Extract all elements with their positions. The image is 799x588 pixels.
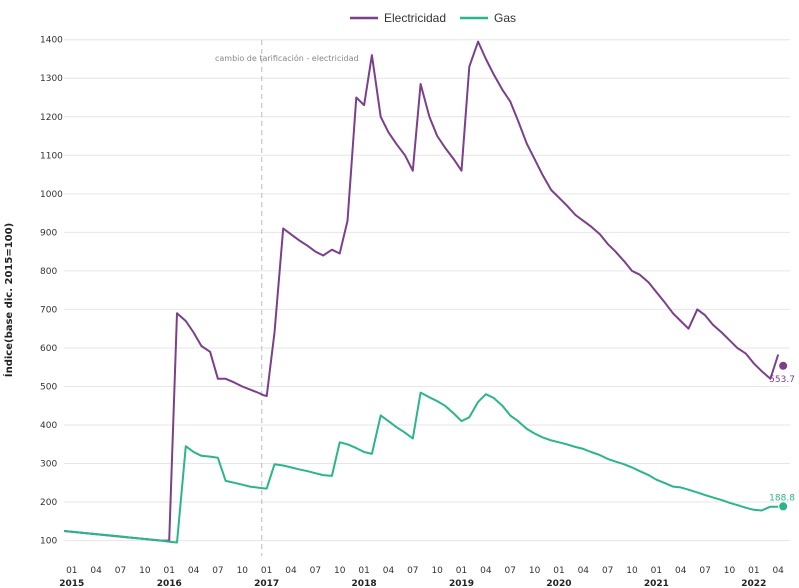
x-tick-label: 04: [480, 566, 492, 576]
x-tick-label: 01: [66, 566, 77, 576]
y-tick-label: 1000: [40, 190, 63, 200]
x-axis-ticks: 01 04 07 10 01 04 07 10 01 04 07 10 01 04 07 10 01 04 07 10…: [59, 566, 784, 588]
y-tick-label: 300: [40, 460, 57, 470]
y-axis-ticks: 100 200 300 400 500 600 700 800 900 1000 1100 1200 1…: [40, 36, 63, 547]
x-tick-label: 04: [675, 566, 687, 576]
x-tick-label: 01: [651, 566, 662, 576]
year-label: 2022: [741, 579, 766, 588]
legend-label-electricidad: Electricidad: [384, 11, 446, 25]
end-label-electricidad: 553.7: [769, 375, 795, 385]
y-tick-label: 1400: [40, 36, 63, 46]
y-tick-label: 200: [40, 498, 57, 508]
x-tick-label: 10: [431, 566, 443, 576]
x-tick-label: 07: [115, 566, 126, 576]
x-tick-label: 10: [724, 566, 736, 576]
end-point-gas: [779, 502, 788, 511]
series-line-electricidad: [63, 40, 780, 542]
year-label: 2021: [644, 579, 669, 588]
y-tick-label: 100: [40, 537, 57, 547]
end-label-gas: 188.8: [769, 493, 795, 503]
x-tick-label: 04: [383, 566, 395, 576]
x-tick-label: 01: [164, 566, 175, 576]
year-label: 2019: [449, 579, 474, 588]
series-lines: 553.7 188.8: [63, 40, 795, 544]
x-tick-label: 10: [626, 566, 638, 576]
x-tick-label: 10: [529, 566, 541, 576]
y-axis-label: Índice(base dic. 2015=100): [2, 223, 15, 377]
series-line-gas: [63, 391, 779, 544]
y-tick-label: 900: [40, 228, 57, 238]
y-tick-label: 700: [40, 305, 57, 315]
x-tick-label: 07: [407, 566, 418, 576]
x-tick-label: 04: [578, 566, 590, 576]
y-tick-label: 500: [40, 382, 57, 392]
y-tick-label: 400: [40, 421, 57, 431]
legend: Electricidad Gas: [350, 11, 516, 25]
y-tick-label: 600: [40, 344, 57, 354]
year-label: 2016: [157, 579, 182, 588]
x-tick-label: 07: [602, 566, 613, 576]
x-tick-label: 01: [553, 566, 564, 576]
x-tick-label: 04: [188, 566, 200, 576]
x-tick-label: 01: [358, 566, 369, 576]
tariff-change-label: cambio de tarificación - electricidad: [215, 53, 359, 63]
x-tick-label: 10: [139, 566, 151, 576]
year-label: 2017: [254, 579, 279, 588]
x-tick-label: 01: [456, 566, 467, 576]
y-tick-label: 800: [40, 267, 57, 277]
grid: [64, 39, 790, 542]
x-tick-label: 10: [334, 566, 346, 576]
y-tick-label: 1300: [40, 74, 63, 84]
end-point-electricidad: [779, 361, 788, 370]
x-tick-label: 01: [748, 566, 759, 576]
y-tick-label: 1200: [40, 113, 63, 123]
x-tick-label: 07: [310, 566, 321, 576]
x-tick-label: 04: [772, 566, 784, 576]
year-label: 2020: [546, 579, 571, 588]
x-tick-label: 01: [261, 566, 272, 576]
x-tick-label: 10: [237, 566, 249, 576]
x-tick-label: 07: [699, 566, 710, 576]
annotation: cambio de tarificación - electricidad: [215, 40, 359, 556]
y-tick-label: 1100: [40, 151, 63, 161]
legend-label-gas: Gas: [494, 11, 516, 25]
x-tick-label: 07: [505, 566, 516, 576]
year-label: 2018: [352, 579, 377, 588]
year-label: 2015: [59, 579, 84, 588]
x-tick-label: 04: [90, 566, 102, 576]
x-tick-label: 07: [212, 566, 223, 576]
x-tick-label: 04: [285, 566, 297, 576]
